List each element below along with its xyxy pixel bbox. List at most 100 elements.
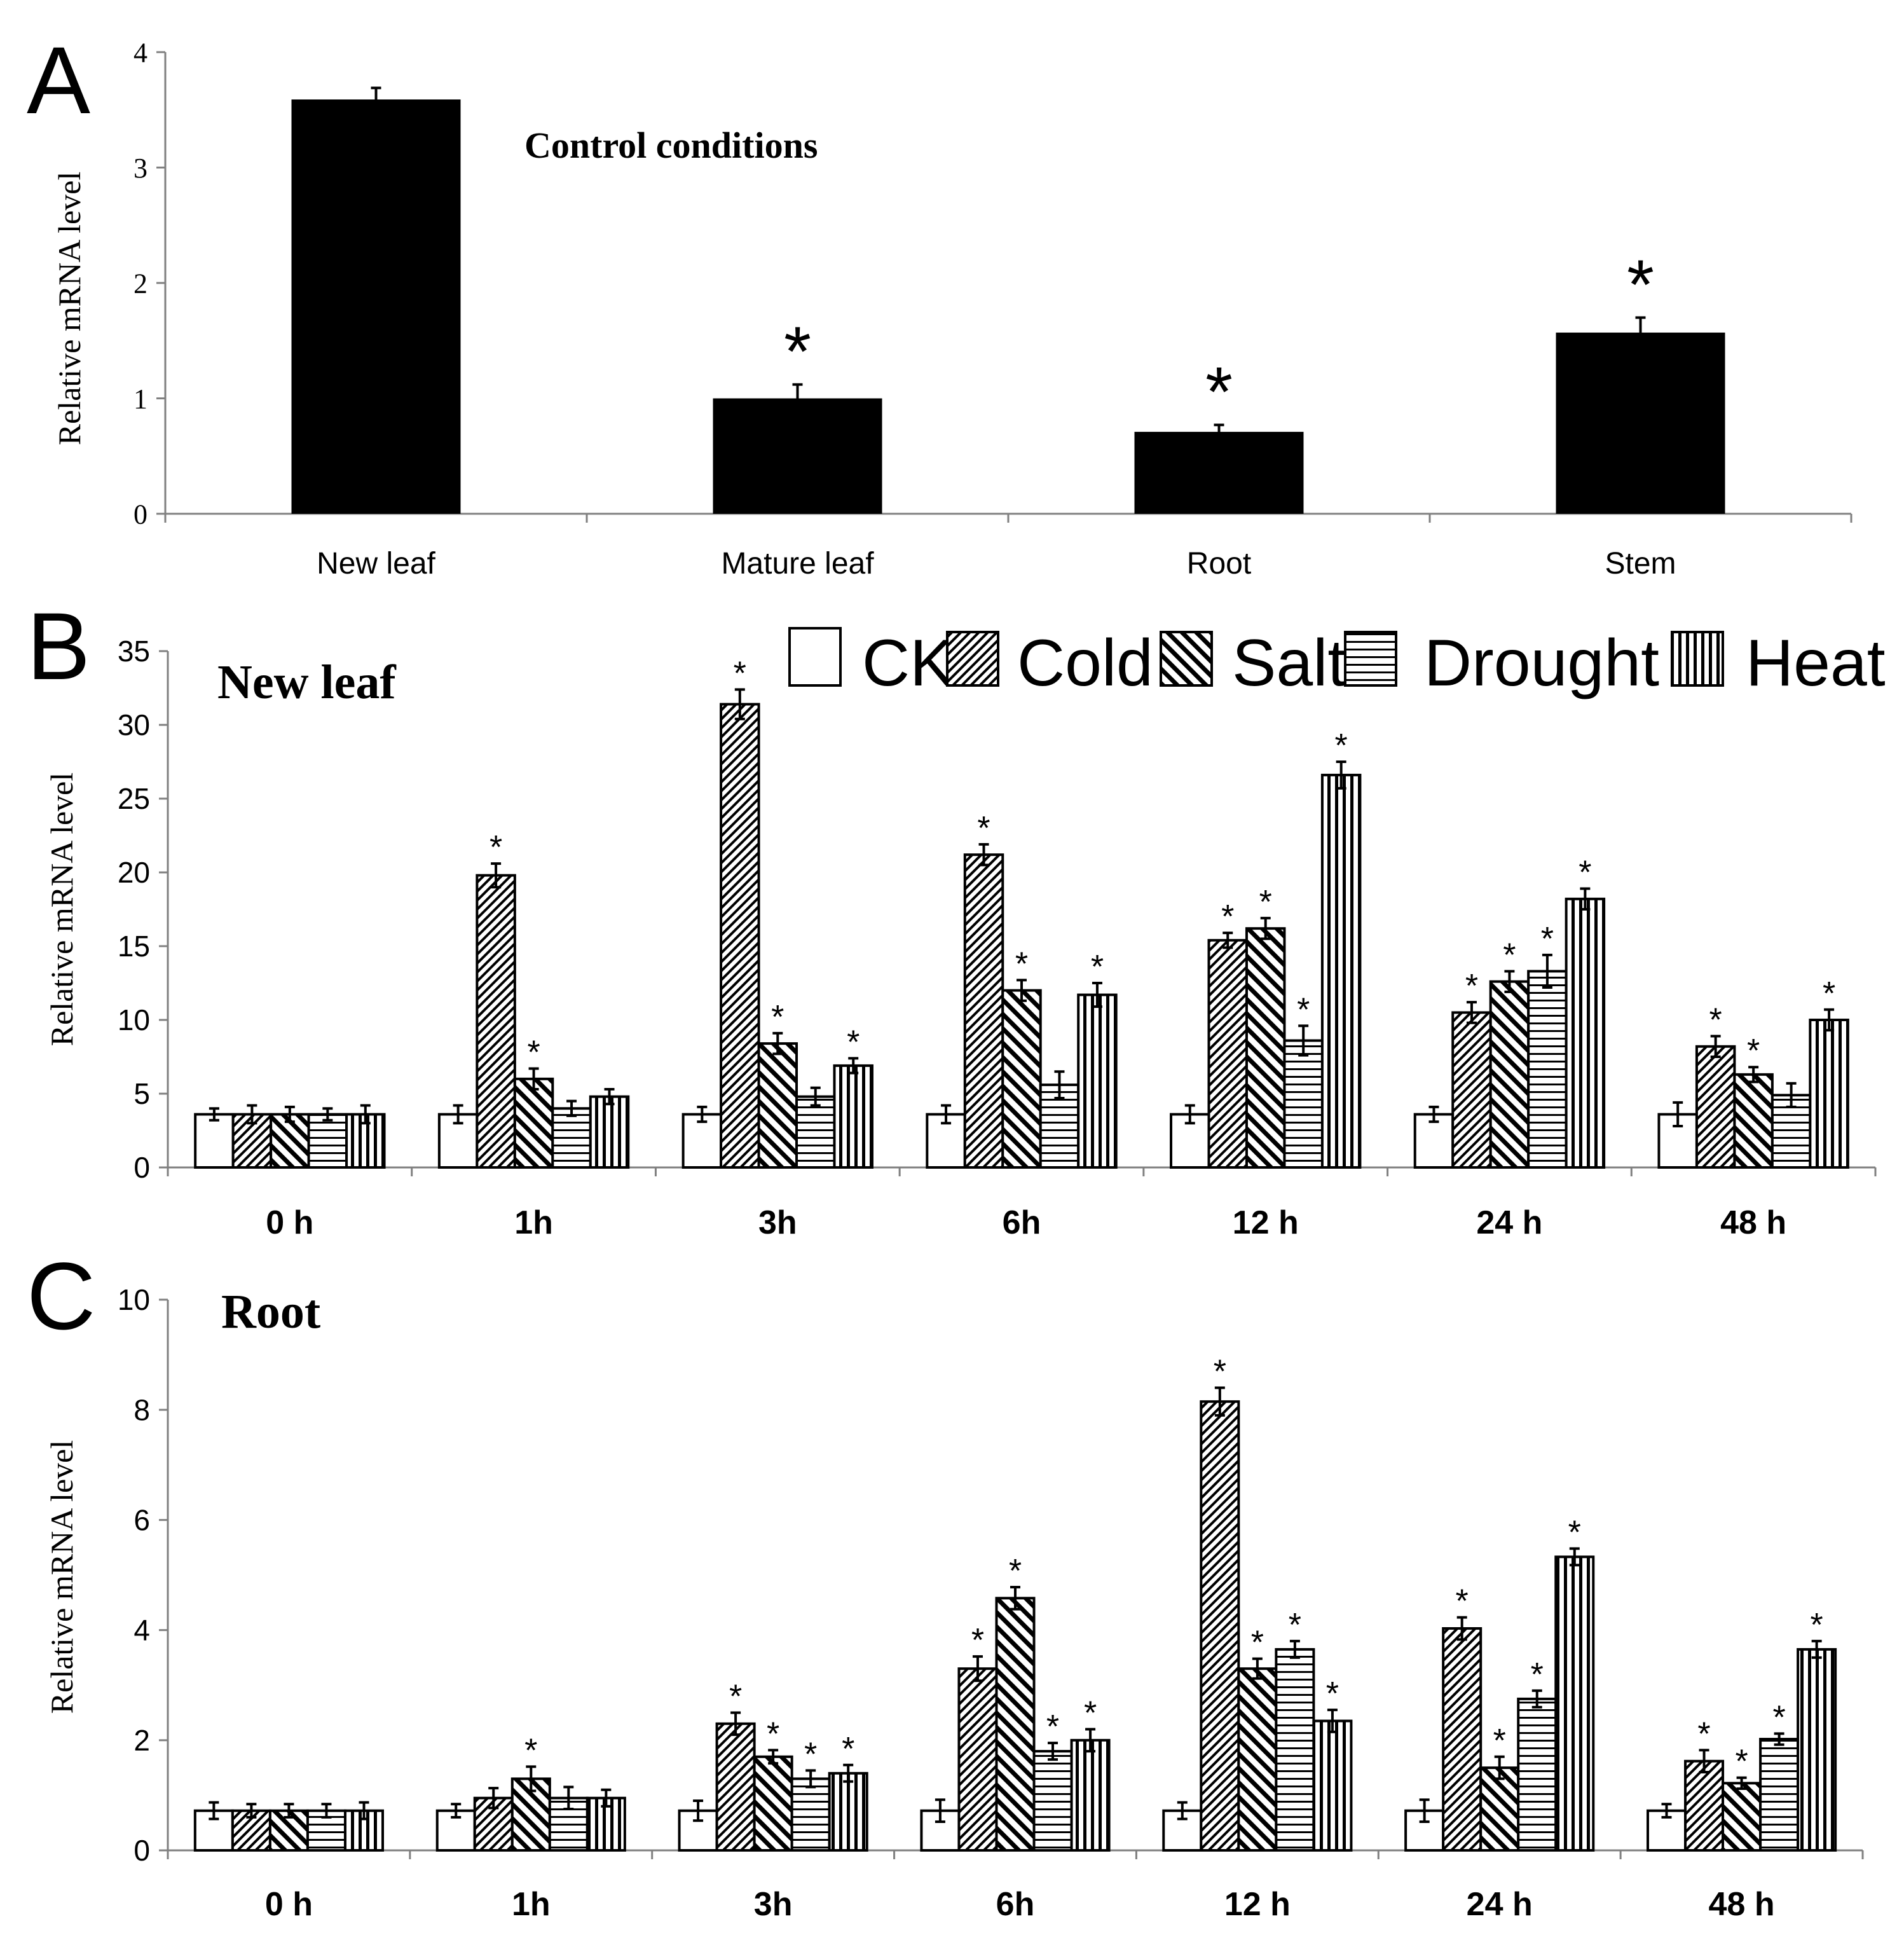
panel-c-sig-marker: * (1326, 1675, 1339, 1712)
panel-a-sig-marker: * (1627, 245, 1654, 324)
panel-b-bar-heat-24-h (1565, 897, 1606, 1169)
panel-c-sig-marker: * (971, 1622, 984, 1659)
panel-b-bar-heat-1h (589, 1095, 630, 1169)
panel-a-sig-marker: * (1205, 353, 1233, 431)
panel-c-y-tick-label: 8 (134, 1393, 150, 1426)
legend-swatch-drought (1344, 631, 1397, 687)
panel-c-sig-marker: * (1084, 1695, 1097, 1731)
legend-item-salt: Salt (1160, 626, 1346, 700)
panel-c-sig-marker: * (1046, 1709, 1059, 1745)
panel-b-bar-drought-0-h (307, 1113, 348, 1169)
panel-c-bar-cold-48-h (1684, 1759, 1725, 1852)
panel-c-bar-heat-12-h (1312, 1719, 1353, 1852)
panel-c-bar-cold-6h (957, 1667, 998, 1852)
panel-c-bar-salt-3h (753, 1755, 793, 1852)
panel-b-bar-cold-24-h (1451, 1011, 1492, 1169)
panel-c-bar-heat-48-h (1797, 1648, 1837, 1852)
panel-b-x-tick-label: 6h (1003, 1204, 1041, 1241)
panel-b-chart: 0 5 10 15 20 25 30 35 0 h * * 1h * * * 3h * * * 6h * * * * 12 h *… (118, 635, 1877, 1241)
panel-a-ylabel: Relative mRNA level (51, 172, 87, 445)
panel-a-y-tick-label: 0 (134, 499, 147, 530)
panel-b-sig-marker: * (977, 810, 990, 847)
panel-b-x-tick-label: 3h (758, 1204, 797, 1241)
legend-swatch-cold (946, 631, 999, 687)
panel-b-bar-salt-3h (757, 1042, 798, 1169)
panel-b-sig-marker: * (1579, 855, 1591, 891)
panel-b-sig-marker: * (1541, 921, 1554, 958)
panel-c-sig-marker: * (1697, 1716, 1710, 1752)
legend-item-cold: Cold (946, 626, 1153, 700)
panel-b-sig-marker: * (1221, 898, 1234, 935)
panel-b-sig-marker: * (847, 1024, 860, 1061)
panel-b-x-tick-label: 12 h (1233, 1204, 1299, 1241)
panel-b-bar-heat-6h (1077, 993, 1118, 1169)
panel-b-y-tick-label: 35 (118, 635, 150, 668)
legend-swatch-heat (1671, 631, 1724, 687)
panel-b-y-tick-label: 30 (118, 708, 150, 741)
panel-b-bar-salt-6h (1001, 989, 1042, 1169)
panel-a-y-tick-label: 4 (134, 37, 147, 68)
panel-b-y-tick-label: 0 (134, 1151, 150, 1184)
panel-c-title: Root (221, 1285, 320, 1338)
panel-c-bar-cold-12-h (1200, 1400, 1240, 1852)
legend-label-salt: Salt (1232, 626, 1346, 700)
legend-swatch-ck (788, 627, 842, 687)
panel-c-sig-marker: * (1251, 1625, 1264, 1661)
panel-b-x-tick-label: 0 h (266, 1204, 313, 1241)
panel-c-x-tick-label: 0 h (265, 1886, 313, 1923)
panel-b-bar-heat-12-h (1320, 773, 1362, 1169)
panel-c-chart: 0 2 4 6 8 10 0 h * 1h * * * * 3h * * * * 6h * * * * 12 h * * * * 24 … (118, 1283, 1864, 1923)
panel-a-chart: 0 1 2 3 4 New leaf * Mature leaf * Root * Stem (134, 37, 1853, 581)
panel-b-sig-marker: * (1297, 991, 1310, 1028)
panel-c-bar-cold-24-h (1442, 1627, 1483, 1852)
panel-label-a: A (27, 27, 90, 134)
panel-a-y-tick-label: 1 (134, 383, 147, 415)
panel-c-x-tick-label: 24 h (1467, 1886, 1533, 1923)
panel-a-annotation: Control conditions (524, 125, 818, 166)
panel-a-x-tick-label: Mature leaf (721, 547, 874, 581)
panel-b-bar-salt-24-h (1489, 980, 1530, 1169)
panel-c-bar-drought-12-h (1275, 1648, 1315, 1852)
panel-b-x-tick-label: 48 h (1720, 1204, 1786, 1241)
panel-c-x-tick-label: 1h (512, 1886, 551, 1923)
panel-label-b: B (27, 593, 90, 699)
panel-c-bar-heat-24-h (1554, 1555, 1595, 1852)
panel-b-sig-marker: * (734, 655, 746, 692)
panel-c-x-tick-label: 12 h (1224, 1886, 1291, 1923)
panel-c-bar-heat-0-h (343, 1809, 385, 1852)
panel-c-y-tick-label: 4 (134, 1614, 150, 1647)
legend-swatch-salt (1160, 631, 1213, 687)
panel-c-bar-salt-48-h (1722, 1782, 1762, 1852)
panel-a-x-tick-label: Stem (1605, 547, 1676, 581)
panel-b-y-tick-label: 15 (118, 930, 150, 963)
panel-a-bar-new-leaf (291, 99, 461, 514)
panel-c-bar-drought-6h (1032, 1750, 1073, 1852)
panel-c-sig-marker: * (767, 1716, 779, 1752)
panel-b-sig-marker: * (1747, 1033, 1760, 1070)
panel-b-bar-ck-24-h (1413, 1113, 1455, 1169)
panel-c-y-tick-label: 10 (118, 1283, 150, 1316)
panel-b-sig-marker: * (490, 829, 502, 866)
panel-b-sig-marker: * (527, 1035, 540, 1071)
panel-a-y-tick-label: 3 (134, 153, 147, 184)
panel-c-x-tick-label: 3h (754, 1886, 793, 1923)
panel-b-sig-marker: * (1823, 975, 1835, 1012)
panel-a-x-tick-label: Root (1187, 547, 1251, 581)
legend-label-heat: Heat (1746, 626, 1886, 700)
legend-label-ck: CK (862, 626, 954, 700)
panel-a-bar-mature-leaf (713, 398, 882, 514)
panel-c-sig-marker: * (729, 1679, 742, 1716)
panel-b-bar-cold-6h (963, 853, 1004, 1169)
panel-c-x-tick-label: 6h (996, 1886, 1035, 1923)
panel-b-ylabel: Relative mRNA level (44, 773, 79, 1046)
panel-b-bar-heat-48-h (1809, 1019, 1849, 1169)
panel-a-y-tick-label: 2 (134, 268, 147, 299)
panel-c-sig-marker: * (1772, 1699, 1785, 1736)
panel-b-bar-salt-1h (513, 1077, 554, 1169)
legend-label-cold: Cold (1017, 626, 1153, 700)
panel-c-bar-drought-0-h (306, 1809, 346, 1852)
legend-label-drought: Drought (1424, 626, 1659, 700)
panel-c-sig-marker: * (804, 1736, 817, 1773)
panel-c-x-tick-label: 48 h (1709, 1886, 1775, 1923)
